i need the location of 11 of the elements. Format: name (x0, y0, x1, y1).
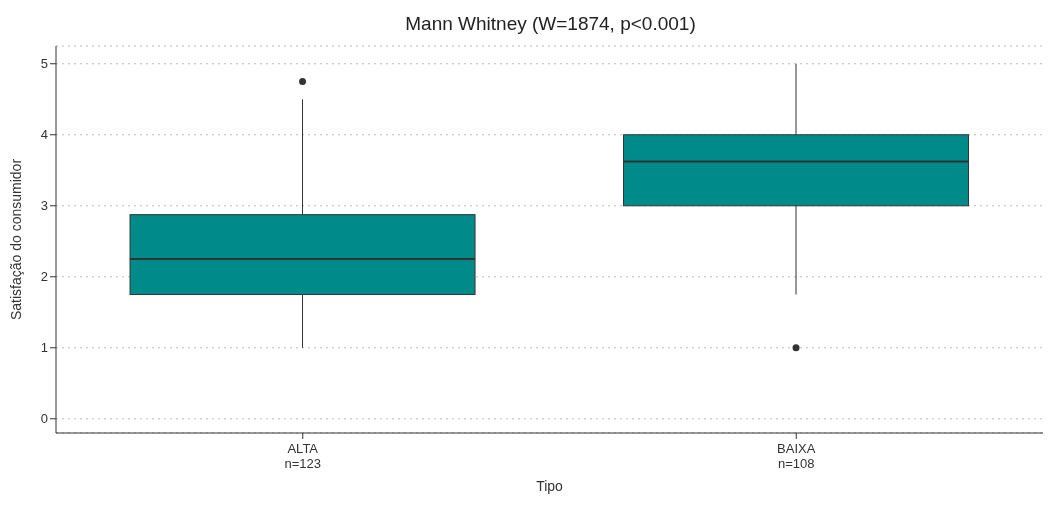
y-tick-label: 2 (40, 269, 48, 285)
x-tick-label: BAIXA n=108 (777, 441, 816, 471)
x-tick-label: ALTA n=123 (284, 441, 322, 471)
x-axis-title: Tipo (536, 478, 564, 494)
y-tick-label: 0 (40, 411, 48, 427)
y-tick-label: 1 (40, 340, 48, 356)
y-tick-label: 4 (40, 127, 48, 143)
y-tick-label: 3 (40, 198, 48, 214)
y-axis-title: Satisfação do consumidor (7, 158, 24, 321)
chart-title: Mann Whitney (W=1874, p<0.001) (404, 12, 697, 36)
y-tick-label: 5 (40, 56, 48, 72)
